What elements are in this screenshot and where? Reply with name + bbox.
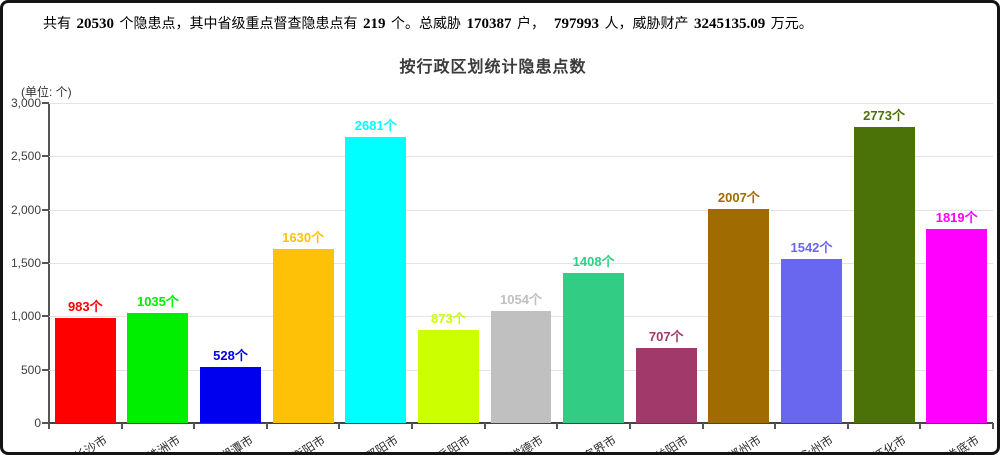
bar-怀化市: [853, 127, 915, 423]
summary-fragment: 户，: [513, 17, 552, 32]
bar-张家界市: [563, 272, 625, 423]
unit-label: (单位: 个): [21, 85, 72, 99]
x-axis-category-label: 衡阳市: [290, 432, 328, 455]
x-axis-category-label: 岳阳市: [435, 432, 474, 455]
bar-长沙市: [54, 318, 116, 423]
summary-number: 170387: [466, 16, 512, 32]
bar-value-label: 528个: [213, 347, 248, 363]
y-axis-tick: [42, 155, 49, 158]
bar-value-label: 873个: [431, 310, 466, 326]
x-axis-category-label: 湘潭市: [217, 432, 256, 455]
bar-value-label: 1408个: [572, 253, 615, 269]
x-axis-tick: [992, 423, 994, 429]
bar-value-label: 983个: [67, 299, 103, 315]
x-axis-category-label: 邵阳市: [362, 432, 401, 455]
bar-益阳市: [635, 347, 697, 423]
bar-株洲市: [127, 312, 189, 423]
x-axis-tick: [483, 423, 486, 429]
gridline: [49, 103, 993, 104]
summary-number: 3245135.09: [694, 16, 766, 32]
y-axis-tick: [42, 262, 49, 264]
x-axis-category-label: 怀化市: [870, 432, 909, 455]
x-axis-category-label: 张家界市: [570, 432, 619, 455]
y-axis-tick: [42, 208, 49, 211]
summary-number: 20530: [76, 16, 115, 32]
summary-number: 219: [363, 16, 386, 32]
x-axis-tick: [48, 423, 50, 429]
bar-value-label: 2681个: [354, 118, 397, 134]
bar-岳阳市: [417, 329, 479, 423]
x-axis-category-label: 益阳市: [653, 432, 691, 455]
summary-fragment: 万元。: [767, 17, 813, 32]
y-axis-tick-label: 0: [34, 416, 41, 430]
x-axis-tick: [701, 423, 704, 429]
bar-value-label: 2773个: [863, 108, 906, 124]
x-axis-category-label: 娄底市: [943, 432, 982, 455]
x-axis-tick: [919, 423, 922, 429]
x-axis-tick: [265, 423, 268, 429]
summary-text: 共有 20530 个隐患点，其中省级重点督查隐患点有 219 个。总威胁 170…: [43, 14, 987, 35]
bar-value-label: 707个: [648, 328, 684, 344]
y-axis-tick-label: 2,500: [10, 149, 41, 164]
y-axis-tick: [42, 315, 49, 318]
x-axis-category-label: 长沙市: [72, 432, 111, 455]
y-axis-tick: [42, 422, 49, 424]
bar-湘潭市: [200, 366, 262, 423]
bar-value-label: 1035个: [136, 293, 179, 309]
y-axis-tick: [42, 102, 49, 104]
y-axis-tick: [42, 368, 49, 371]
bar-常德市: [490, 310, 552, 423]
bar-娄底市: [926, 228, 988, 423]
bar-value-label: 1054个: [500, 291, 542, 307]
summary-fragment: 个。总威胁: [387, 17, 465, 32]
y-axis-tick-label: 500: [20, 362, 41, 377]
bar-value-label: 2007个: [717, 189, 760, 205]
y-axis-tick-label: 2,000: [10, 202, 41, 217]
x-axis-tick: [193, 423, 196, 429]
x-axis-tick: [338, 423, 341, 429]
x-axis-category-label: 郴州市: [725, 432, 764, 455]
x-axis-tick: [774, 423, 777, 429]
y-axis-tick-label: 3,000: [10, 96, 41, 110]
y-axis-tick-label: 1,500: [10, 256, 41, 270]
summary-fragment: 共有: [43, 17, 75, 32]
gridline: [49, 209, 993, 211]
y-axis-tick-label: 1,000: [10, 309, 41, 324]
bar-value-label: 1819个: [935, 209, 978, 225]
bar-永州市: [780, 258, 842, 423]
summary-number: 797993: [554, 16, 599, 32]
bar-郴州市: [708, 208, 770, 423]
x-axis-category-label: 常德市: [507, 432, 546, 455]
bar-value-label: 1542个: [790, 239, 833, 255]
gridline: [49, 263, 993, 264]
x-axis-category-label: 永州市: [798, 432, 837, 455]
chart-title: 按行政区划统计隐患点数: [399, 59, 587, 76]
x-axis-tick: [556, 423, 559, 429]
summary-fragment: 个隐患点，其中省级重点督查隐患点有: [116, 17, 361, 32]
gridline: [49, 156, 993, 158]
bar-value-label: 1630个: [282, 230, 325, 246]
bar-chart: 0 500 1,000 1,500 2,000 2,500 3,000 983个长沙市 1035…: [11, 96, 994, 452]
x-axis-tick: [120, 423, 123, 429]
x-axis-tick: [628, 423, 631, 429]
summary-fragment: 人，威胁财产: [601, 17, 692, 32]
bar-邵阳市: [345, 137, 407, 423]
x-axis-category-label: 株洲市: [144, 432, 183, 455]
x-axis-line: [43, 422, 993, 424]
bar-衡阳市: [272, 249, 334, 423]
x-axis-tick: [846, 423, 849, 429]
x-axis-tick: [411, 423, 414, 429]
